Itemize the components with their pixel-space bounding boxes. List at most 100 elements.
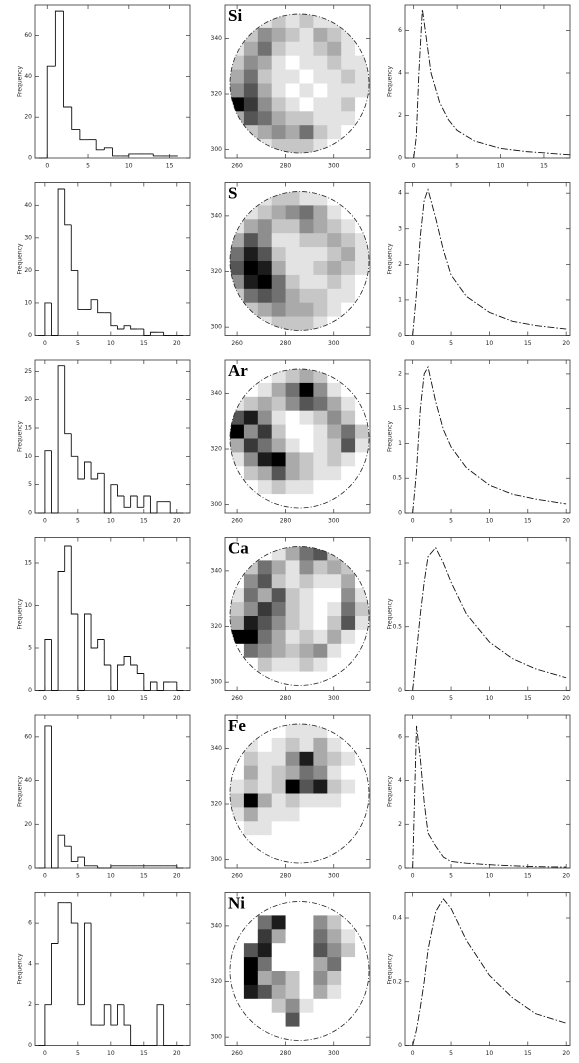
pixel xyxy=(299,998,314,1013)
axis-frame xyxy=(404,714,571,869)
pixel xyxy=(327,671,342,686)
pixel xyxy=(299,616,314,631)
x-tick-label: 20 xyxy=(173,518,181,525)
pixel xyxy=(341,69,356,84)
histogram-bin xyxy=(110,312,118,327)
pixel xyxy=(257,125,272,140)
histogram-bin xyxy=(97,472,105,479)
pixel xyxy=(327,494,342,508)
pixel xyxy=(313,588,328,603)
x-tick-label: 5 xyxy=(76,873,80,880)
pixel xyxy=(285,737,300,753)
x-tick-label: 10 xyxy=(486,518,494,525)
pixel xyxy=(313,616,328,631)
y-tick-label: 0 xyxy=(28,155,32,162)
y-tick-label: 0 xyxy=(398,687,402,694)
pixel xyxy=(285,779,300,794)
x-tick-label: 5 xyxy=(449,518,453,525)
pixel xyxy=(327,274,342,290)
pixel xyxy=(271,302,286,317)
axis-frame xyxy=(224,182,371,336)
pixel xyxy=(285,971,300,986)
pixel xyxy=(243,560,259,575)
histogram-bin xyxy=(70,224,78,271)
pixel xyxy=(327,288,342,303)
y-tick-label: 4 xyxy=(398,190,402,197)
pixel xyxy=(341,233,356,248)
pixel xyxy=(299,369,314,384)
histogram-bin xyxy=(152,153,162,157)
pixel xyxy=(313,41,328,56)
pixel xyxy=(341,219,356,234)
pixel xyxy=(313,466,328,481)
x-tick-label: 260 xyxy=(231,518,243,525)
pixel xyxy=(285,849,300,863)
x-tick-label: 0 xyxy=(43,518,47,525)
pixel xyxy=(299,69,314,84)
y-tick-label: 2 xyxy=(398,370,402,377)
pixel xyxy=(299,316,314,331)
pixel xyxy=(285,929,300,944)
y-tick-label: 300 xyxy=(211,146,223,153)
y-tick-label: 320 xyxy=(211,623,223,630)
histogram-bin xyxy=(110,1004,118,1026)
pixel xyxy=(313,971,328,986)
pixel xyxy=(230,657,245,672)
y-tick-label: 6 xyxy=(28,920,32,927)
pixel xyxy=(327,984,342,1000)
pixel xyxy=(299,111,314,126)
pixel xyxy=(257,111,272,126)
x-tick-label: 10 xyxy=(107,1050,115,1057)
x-tick-label: 260 xyxy=(231,873,243,880)
pixel xyxy=(299,643,314,658)
pixel xyxy=(230,302,245,317)
histogram-bin xyxy=(97,299,105,314)
pixel xyxy=(243,765,259,780)
pixel xyxy=(285,424,300,439)
x-tick-label: 15 xyxy=(140,873,148,880)
pixel xyxy=(299,779,314,794)
axis-frame xyxy=(34,182,191,336)
pixel xyxy=(243,574,259,589)
pixel xyxy=(230,1026,245,1041)
pixel xyxy=(285,205,300,220)
pixel xyxy=(355,793,369,808)
x-tick-label: 10 xyxy=(486,873,494,880)
pixel xyxy=(285,616,300,631)
pixel xyxy=(243,27,259,43)
x-tick-label: 5 xyxy=(76,518,80,525)
pixel xyxy=(257,1026,272,1041)
pixel xyxy=(341,821,356,836)
pixel xyxy=(230,793,245,808)
x-tick-label: 20 xyxy=(562,1050,570,1057)
pixel xyxy=(313,205,328,220)
histogram-bin xyxy=(123,656,131,665)
histogram-bin xyxy=(103,639,111,666)
x-tick-label: 20 xyxy=(562,873,570,880)
pixel xyxy=(285,1026,300,1041)
pixel xyxy=(243,205,259,220)
axis-frame xyxy=(224,892,371,1046)
histogram-bin xyxy=(136,496,144,508)
pixel xyxy=(313,915,328,930)
pixel xyxy=(355,302,369,317)
pixel xyxy=(271,55,286,70)
pixel xyxy=(327,588,342,603)
pixel xyxy=(285,751,300,766)
pixel xyxy=(285,14,300,29)
pixel xyxy=(313,97,328,112)
histogram-bin xyxy=(77,270,85,310)
pixel xyxy=(257,69,272,84)
x-tick-label: 10 xyxy=(107,695,115,702)
pixel xyxy=(299,424,314,439)
pixel xyxy=(285,316,300,331)
histogram-bin xyxy=(149,331,158,336)
pixel xyxy=(355,69,369,84)
pixel xyxy=(257,97,272,112)
pixel xyxy=(243,247,259,262)
pixel xyxy=(271,602,286,617)
pixel xyxy=(230,849,245,863)
pixel xyxy=(271,574,286,589)
x-tick-label: 10 xyxy=(486,695,494,702)
pixel xyxy=(327,957,342,972)
